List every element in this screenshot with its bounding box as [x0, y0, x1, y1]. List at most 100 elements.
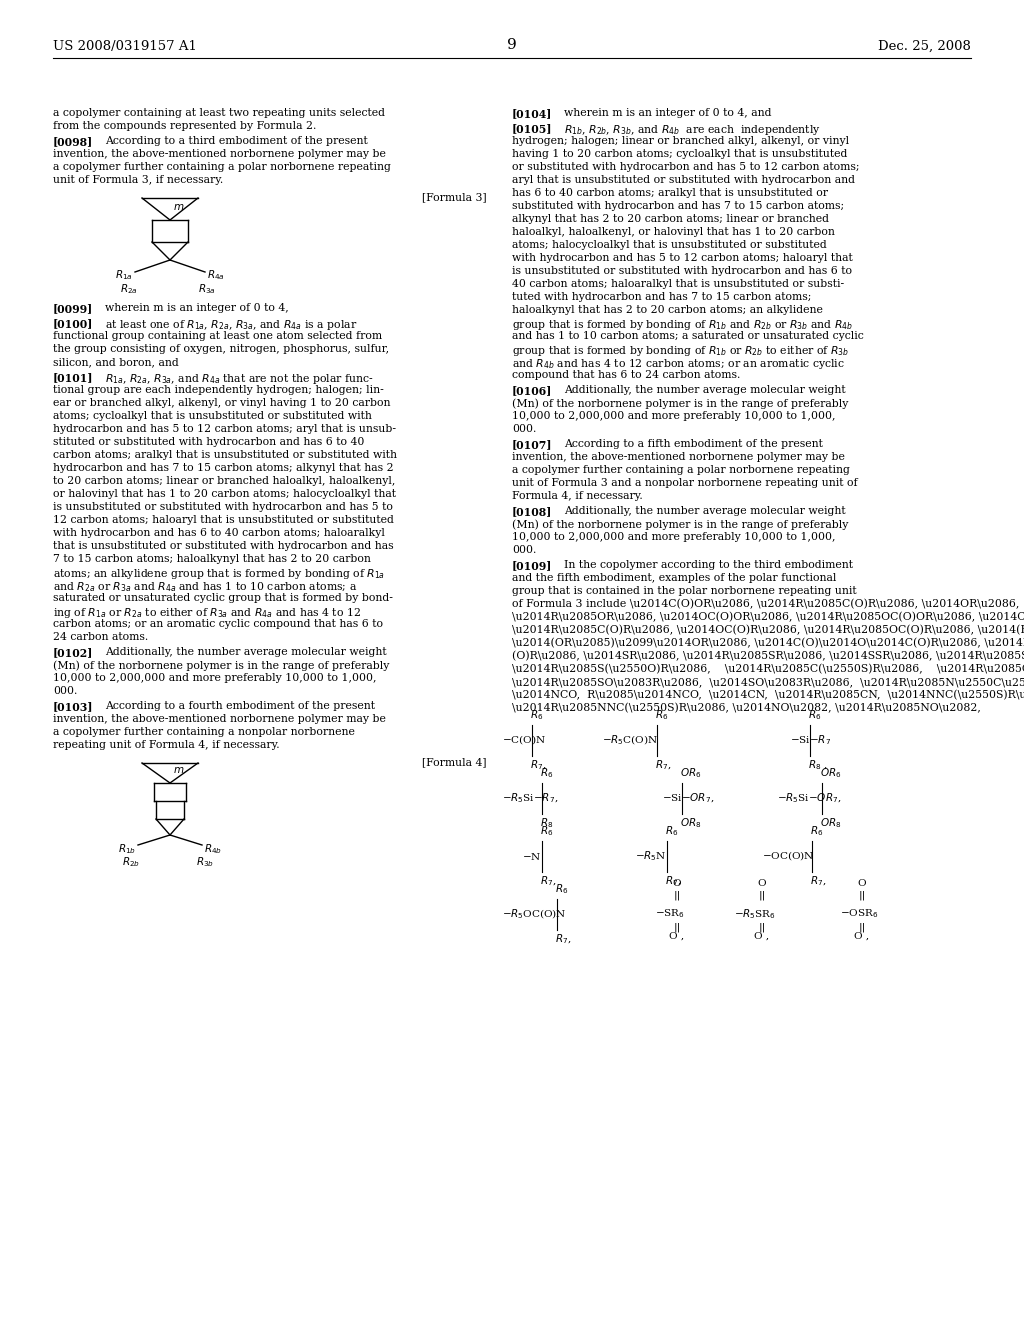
Text: substituted with hydrocarbon and has 7 to 15 carbon atoms;: substituted with hydrocarbon and has 7 t…: [512, 201, 844, 211]
Text: haloalkyl, haloalkenyl, or halovinyl that has 1 to 20 carbon: haloalkyl, haloalkenyl, or halovinyl tha…: [512, 227, 835, 238]
Text: 000.: 000.: [53, 686, 78, 696]
Text: [0101]: [0101]: [53, 372, 93, 383]
Text: tional group are each independently hydrogen; halogen; lin-: tional group are each independently hydr…: [53, 385, 384, 395]
Text: a copolymer further containing a nonpolar norbornene: a copolymer further containing a nonpola…: [53, 727, 355, 737]
Text: $R_6$: $R_6$: [655, 709, 669, 722]
Text: According to a fourth embodiment of the present: According to a fourth embodiment of the …: [105, 701, 375, 711]
Text: $R_{1a}$: $R_{1a}$: [116, 268, 133, 281]
Text: ||: ||: [759, 891, 766, 900]
Text: $-$Si$-R_7$: $-$Si$-R_7$: [790, 733, 831, 747]
Text: \u2014NCO,  R\u2085\u2014NCO,  \u2014CN,  \u2014R\u2085CN,  \u2014NNC(\u2550S)R\: \u2014NCO, R\u2085\u2014NCO, \u2014CN, \…: [512, 690, 1024, 701]
Text: $R_{1b}$, $R_{2b}$, $R_{3b}$, and $R_{4b}$  are each  independently: $R_{1b}$, $R_{2b}$, $R_{3b}$, and $R_{4b…: [564, 123, 821, 137]
Text: of Formula 3 include \u2014C(O)OR\u2086, \u2014R\u2085C(O)R\u2086, \u2014OR\u208: of Formula 3 include \u2014C(O)OR\u2086,…: [512, 599, 1019, 610]
Text: to 20 carbon atoms; linear or branched haloalkyl, haloalkenyl,: to 20 carbon atoms; linear or branched h…: [53, 477, 395, 486]
Text: 10,000 to 2,000,000 and more preferably 10,000 to 1,000,: 10,000 to 2,000,000 and more preferably …: [53, 673, 377, 682]
Text: ||: ||: [759, 921, 766, 932]
Text: and $R_{4b}$ and has 4 to 12 carbon atoms; or an aromatic cyclic: and $R_{4b}$ and has 4 to 12 carbon atom…: [512, 356, 845, 371]
Text: having 1 to 20 carbon atoms; cycloalkyl that is unsubstituted: having 1 to 20 carbon atoms; cycloalkyl …: [512, 149, 848, 158]
Text: \u2014R\u2085C(O)R\u2086, \u2014OC(O)R\u2086, \u2014R\u2085OC(O)R\u2086, \u2014(: \u2014R\u2085C(O)R\u2086, \u2014OC(O)R\u…: [512, 624, 1024, 635]
Text: $-R_5$N: $-R_5$N: [635, 849, 667, 863]
Text: saturated or unsaturated cyclic group that is formed by bond-: saturated or unsaturated cyclic group th…: [53, 593, 393, 603]
Text: and the fifth embodiment, examples of the polar functional: and the fifth embodiment, examples of th…: [512, 573, 837, 583]
Text: a copolymer further containing a polar norbornene repeating: a copolymer further containing a polar n…: [53, 162, 391, 172]
Text: [0108]: [0108]: [512, 506, 552, 517]
Text: or halovinyl that has 1 to 20 carbon atoms; halocycloalkyl that: or halovinyl that has 1 to 20 carbon ato…: [53, 488, 396, 499]
Text: $R_7$,: $R_7$,: [810, 874, 826, 887]
Text: $-$OC(O)N: $-$OC(O)N: [762, 850, 814, 862]
Text: Additionally, the number average molecular weight: Additionally, the number average molecul…: [564, 385, 846, 395]
Text: [0102]: [0102]: [53, 647, 93, 657]
Text: group that is contained in the polar norbornene repeating unit: group that is contained in the polar nor…: [512, 586, 857, 597]
Text: [0109]: [0109]: [512, 560, 552, 572]
Text: $OR_6$: $OR_6$: [680, 766, 701, 780]
Text: [Formula 4]: [Formula 4]: [423, 756, 487, 767]
Text: $R_6$: $R_6$: [665, 824, 678, 838]
Text: $m$: $m$: [173, 202, 184, 213]
Text: ||: ||: [858, 921, 865, 932]
Text: carbon atoms; or an aromatic cyclic compound that has 6 to: carbon atoms; or an aromatic cyclic comp…: [53, 619, 383, 630]
Text: \u2014(OR\u2085)\u2099\u2014OR\u2086, \u2014C(O)\u2014O\u2014C(O)R\u2086, \u2014: \u2014(OR\u2085)\u2099\u2014OR\u2086, \u…: [512, 638, 1024, 648]
Text: US 2008/0319157 A1: US 2008/0319157 A1: [53, 40, 197, 53]
Text: $R_6$: $R_6$: [540, 766, 553, 780]
Text: ear or branched alkyl, alkenyl, or vinyl having 1 to 20 carbon: ear or branched alkyl, alkenyl, or vinyl…: [53, 399, 390, 408]
Text: group that is formed by bonding of $R_{1b}$ and $R_{2b}$ or $R_{3b}$ and $R_{4b}: group that is formed by bonding of $R_{1…: [512, 318, 853, 333]
Text: $OR_6$: $OR_6$: [820, 766, 842, 780]
Text: $-R_5$Si$-R_7$,: $-R_5$Si$-R_7$,: [502, 791, 558, 805]
Text: $R_7$,: $R_7$,: [540, 874, 556, 887]
Text: 000.: 000.: [512, 545, 537, 554]
Text: functional group containing at least one atom selected from: functional group containing at least one…: [53, 331, 382, 341]
Text: $-R_5$SR$_6$: $-R_5$SR$_6$: [734, 907, 776, 921]
Text: unit of Formula 3, if necessary.: unit of Formula 3, if necessary.: [53, 176, 223, 185]
Text: $-$SR$_6$: $-$SR$_6$: [655, 908, 685, 920]
Text: repeating unit of Formula 4, if necessary.: repeating unit of Formula 4, if necessar…: [53, 741, 280, 750]
Text: hydrocarbon and has 7 to 15 carbon atoms; alkynyl that has 2: hydrocarbon and has 7 to 15 carbon atoms…: [53, 463, 393, 473]
Text: $R_6$: $R_6$: [555, 882, 568, 896]
Text: 10,000 to 2,000,000 and more preferably 10,000 to 1,000,: 10,000 to 2,000,000 and more preferably …: [512, 532, 836, 543]
Text: $R_6$: $R_6$: [540, 824, 553, 838]
Text: [0104]: [0104]: [512, 108, 552, 119]
Text: Additionally, the number average molecular weight: Additionally, the number average molecul…: [105, 647, 387, 657]
Text: O ,: O ,: [755, 932, 770, 941]
Text: $R_6$: $R_6$: [810, 824, 823, 838]
Text: [Formula 3]: [Formula 3]: [422, 191, 487, 202]
Text: $R_{3a}$: $R_{3a}$: [198, 282, 216, 296]
Text: $m$: $m$: [173, 766, 184, 775]
Text: wherein m is an integer of 0 to 4, and: wherein m is an integer of 0 to 4, and: [564, 108, 771, 117]
Text: that is unsubstituted or substituted with hydrocarbon and has: that is unsubstituted or substituted wit…: [53, 541, 393, 550]
Text: from the compounds represented by Formula 2.: from the compounds represented by Formul…: [53, 121, 316, 131]
Text: $R_7$,: $R_7$,: [655, 758, 672, 772]
Text: aryl that is unsubstituted or substituted with hydrocarbon and: aryl that is unsubstituted or substitute…: [512, 176, 855, 185]
Text: ||: ||: [674, 921, 681, 932]
Text: \u2014R\u2085S(\u2550O)R\u2086,    \u2014R\u2085C(\u2550S)R\u2086,    \u2014R\u2: \u2014R\u2085S(\u2550O)R\u2086, \u2014R\…: [512, 664, 1024, 675]
Text: has 6 to 40 carbon atoms; aralkyl that is unsubstituted or: has 6 to 40 carbon atoms; aralkyl that i…: [512, 187, 828, 198]
Text: $R_7$,: $R_7$,: [665, 874, 681, 887]
Text: with hydrocarbon and has 5 to 12 carbon atoms; haloaryl that: with hydrocarbon and has 5 to 12 carbon …: [512, 253, 853, 263]
Text: the group consisting of oxygen, nitrogen, phosphorus, sulfur,: the group consisting of oxygen, nitrogen…: [53, 345, 389, 354]
Text: invention, the above-mentioned norbornene polymer may be: invention, the above-mentioned norbornen…: [512, 451, 845, 462]
Text: Formula 4, if necessary.: Formula 4, if necessary.: [512, 491, 643, 502]
Text: ||: ||: [858, 891, 865, 900]
Text: [0107]: [0107]: [512, 440, 553, 450]
Text: atoms; an alkylidene group that is formed by bonding of $R_{1a}$: atoms; an alkylidene group that is forme…: [53, 568, 385, 581]
Text: [0099]: [0099]: [53, 304, 93, 314]
Text: carbon atoms; aralkyl that is unsubstituted or substituted with: carbon atoms; aralkyl that is unsubstitu…: [53, 450, 397, 459]
Text: haloalkynyl that has 2 to 20 carbon atoms; an alkylidene: haloalkynyl that has 2 to 20 carbon atom…: [512, 305, 823, 315]
Text: 9: 9: [507, 38, 517, 51]
Text: According to a fifth embodiment of the present: According to a fifth embodiment of the p…: [564, 440, 823, 449]
Text: ||: ||: [674, 891, 681, 900]
Text: Dec. 25, 2008: Dec. 25, 2008: [879, 40, 971, 53]
Text: O: O: [758, 879, 766, 888]
Text: $-$C(O)N: $-$C(O)N: [502, 734, 546, 747]
Text: $R_7$,: $R_7$,: [555, 932, 571, 945]
Text: 12 carbon atoms; haloaryl that is unsubstituted or substituted: 12 carbon atoms; haloaryl that is unsubs…: [53, 515, 394, 525]
Text: compound that has 6 to 24 carbon atoms.: compound that has 6 to 24 carbon atoms.: [512, 370, 740, 380]
Text: $R_{1a}$, $R_{2a}$, $R_{3a}$, and $R_{4a}$ that are not the polar func-: $R_{1a}$, $R_{2a}$, $R_{3a}$, and $R_{4a…: [105, 372, 374, 385]
Text: (Mn) of the norbornene polymer is in the range of preferably: (Mn) of the norbornene polymer is in the…: [53, 660, 389, 671]
Text: and has 1 to 10 carbon atoms; a saturated or unsaturated cyclic: and has 1 to 10 carbon atoms; a saturate…: [512, 331, 864, 341]
Text: is unsubstituted or substituted with hydrocarbon and has 6 to: is unsubstituted or substituted with hyd…: [512, 267, 852, 276]
Text: $-R_5$C(O)N: $-R_5$C(O)N: [602, 733, 658, 747]
Text: $R_8$ ,: $R_8$ ,: [808, 758, 827, 772]
Text: and $R_{2a}$ or $R_{3a}$ and $R_{4a}$ and has 1 to 10 carbon atoms; a: and $R_{2a}$ or $R_{3a}$ and $R_{4a}$ an…: [53, 579, 357, 594]
Text: \u2014R\u2085OR\u2086, \u2014OC(O)OR\u2086, \u2014R\u2085OC(O)OR\u2086, \u2014C(: \u2014R\u2085OR\u2086, \u2014OC(O)OR\u20…: [512, 612, 1024, 622]
Text: $R_{2b}$: $R_{2b}$: [122, 855, 140, 869]
